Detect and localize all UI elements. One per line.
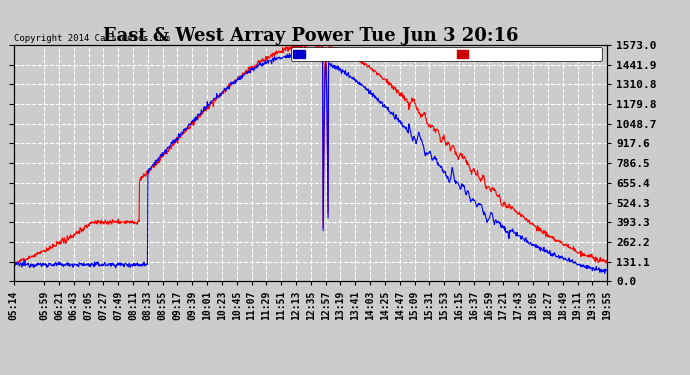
Legend: East Array  (DC Watts), West Array  (DC Watts): East Array (DC Watts), West Array (DC Wa… [291, 48, 602, 62]
Title: East & West Array Power Tue Jun 3 20:16: East & West Array Power Tue Jun 3 20:16 [103, 27, 518, 45]
Text: Copyright 2014 Cartronics.com: Copyright 2014 Cartronics.com [14, 34, 170, 43]
